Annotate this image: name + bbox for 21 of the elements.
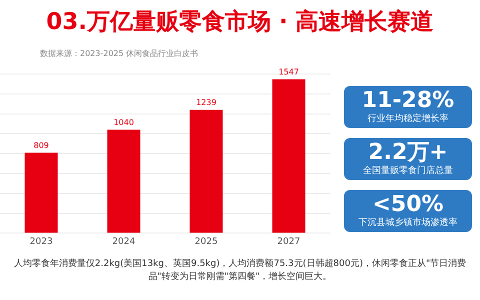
x-tick-label: 2025: [194, 236, 218, 247]
bar: [107, 130, 140, 233]
data-label: 809: [34, 140, 49, 150]
data-label: 1547: [278, 67, 299, 76]
text: <50%: [371, 192, 445, 217]
chart-title: 03.万亿量贩零食市场 · 高速增长赛道: [45, 8, 435, 37]
x-tick-label: 2024: [112, 236, 136, 247]
chart-subtitle: 数据来源：2023-2025 休闲食品行业白皮书: [40, 48, 198, 59]
data-label: 1239: [196, 98, 216, 107]
text: 2.2万+: [367, 140, 449, 165]
x-tick-label: 2027: [277, 236, 300, 247]
text: 全国量贩零食门店总量: [362, 165, 454, 177]
text: 人均零食年消费量仅2.2kg(美国13kg、英国9.5kg)，人均消费额75.3元(日韩超800元)，休闲零食正从"节日消费品"转变为日常刚需"第四餐"，增长空间巨大。: [12, 258, 468, 284]
text: 行业年均稳定增长率: [366, 113, 450, 125]
bar: [272, 79, 306, 233]
bar: [190, 110, 223, 233]
data-label: 1040: [114, 118, 134, 127]
bar: [24, 152, 58, 233]
text: 下沉县城乡镇市场渗透率: [358, 217, 458, 229]
text: 11-28%: [360, 88, 456, 113]
x-tick-label: 2023: [30, 236, 53, 247]
